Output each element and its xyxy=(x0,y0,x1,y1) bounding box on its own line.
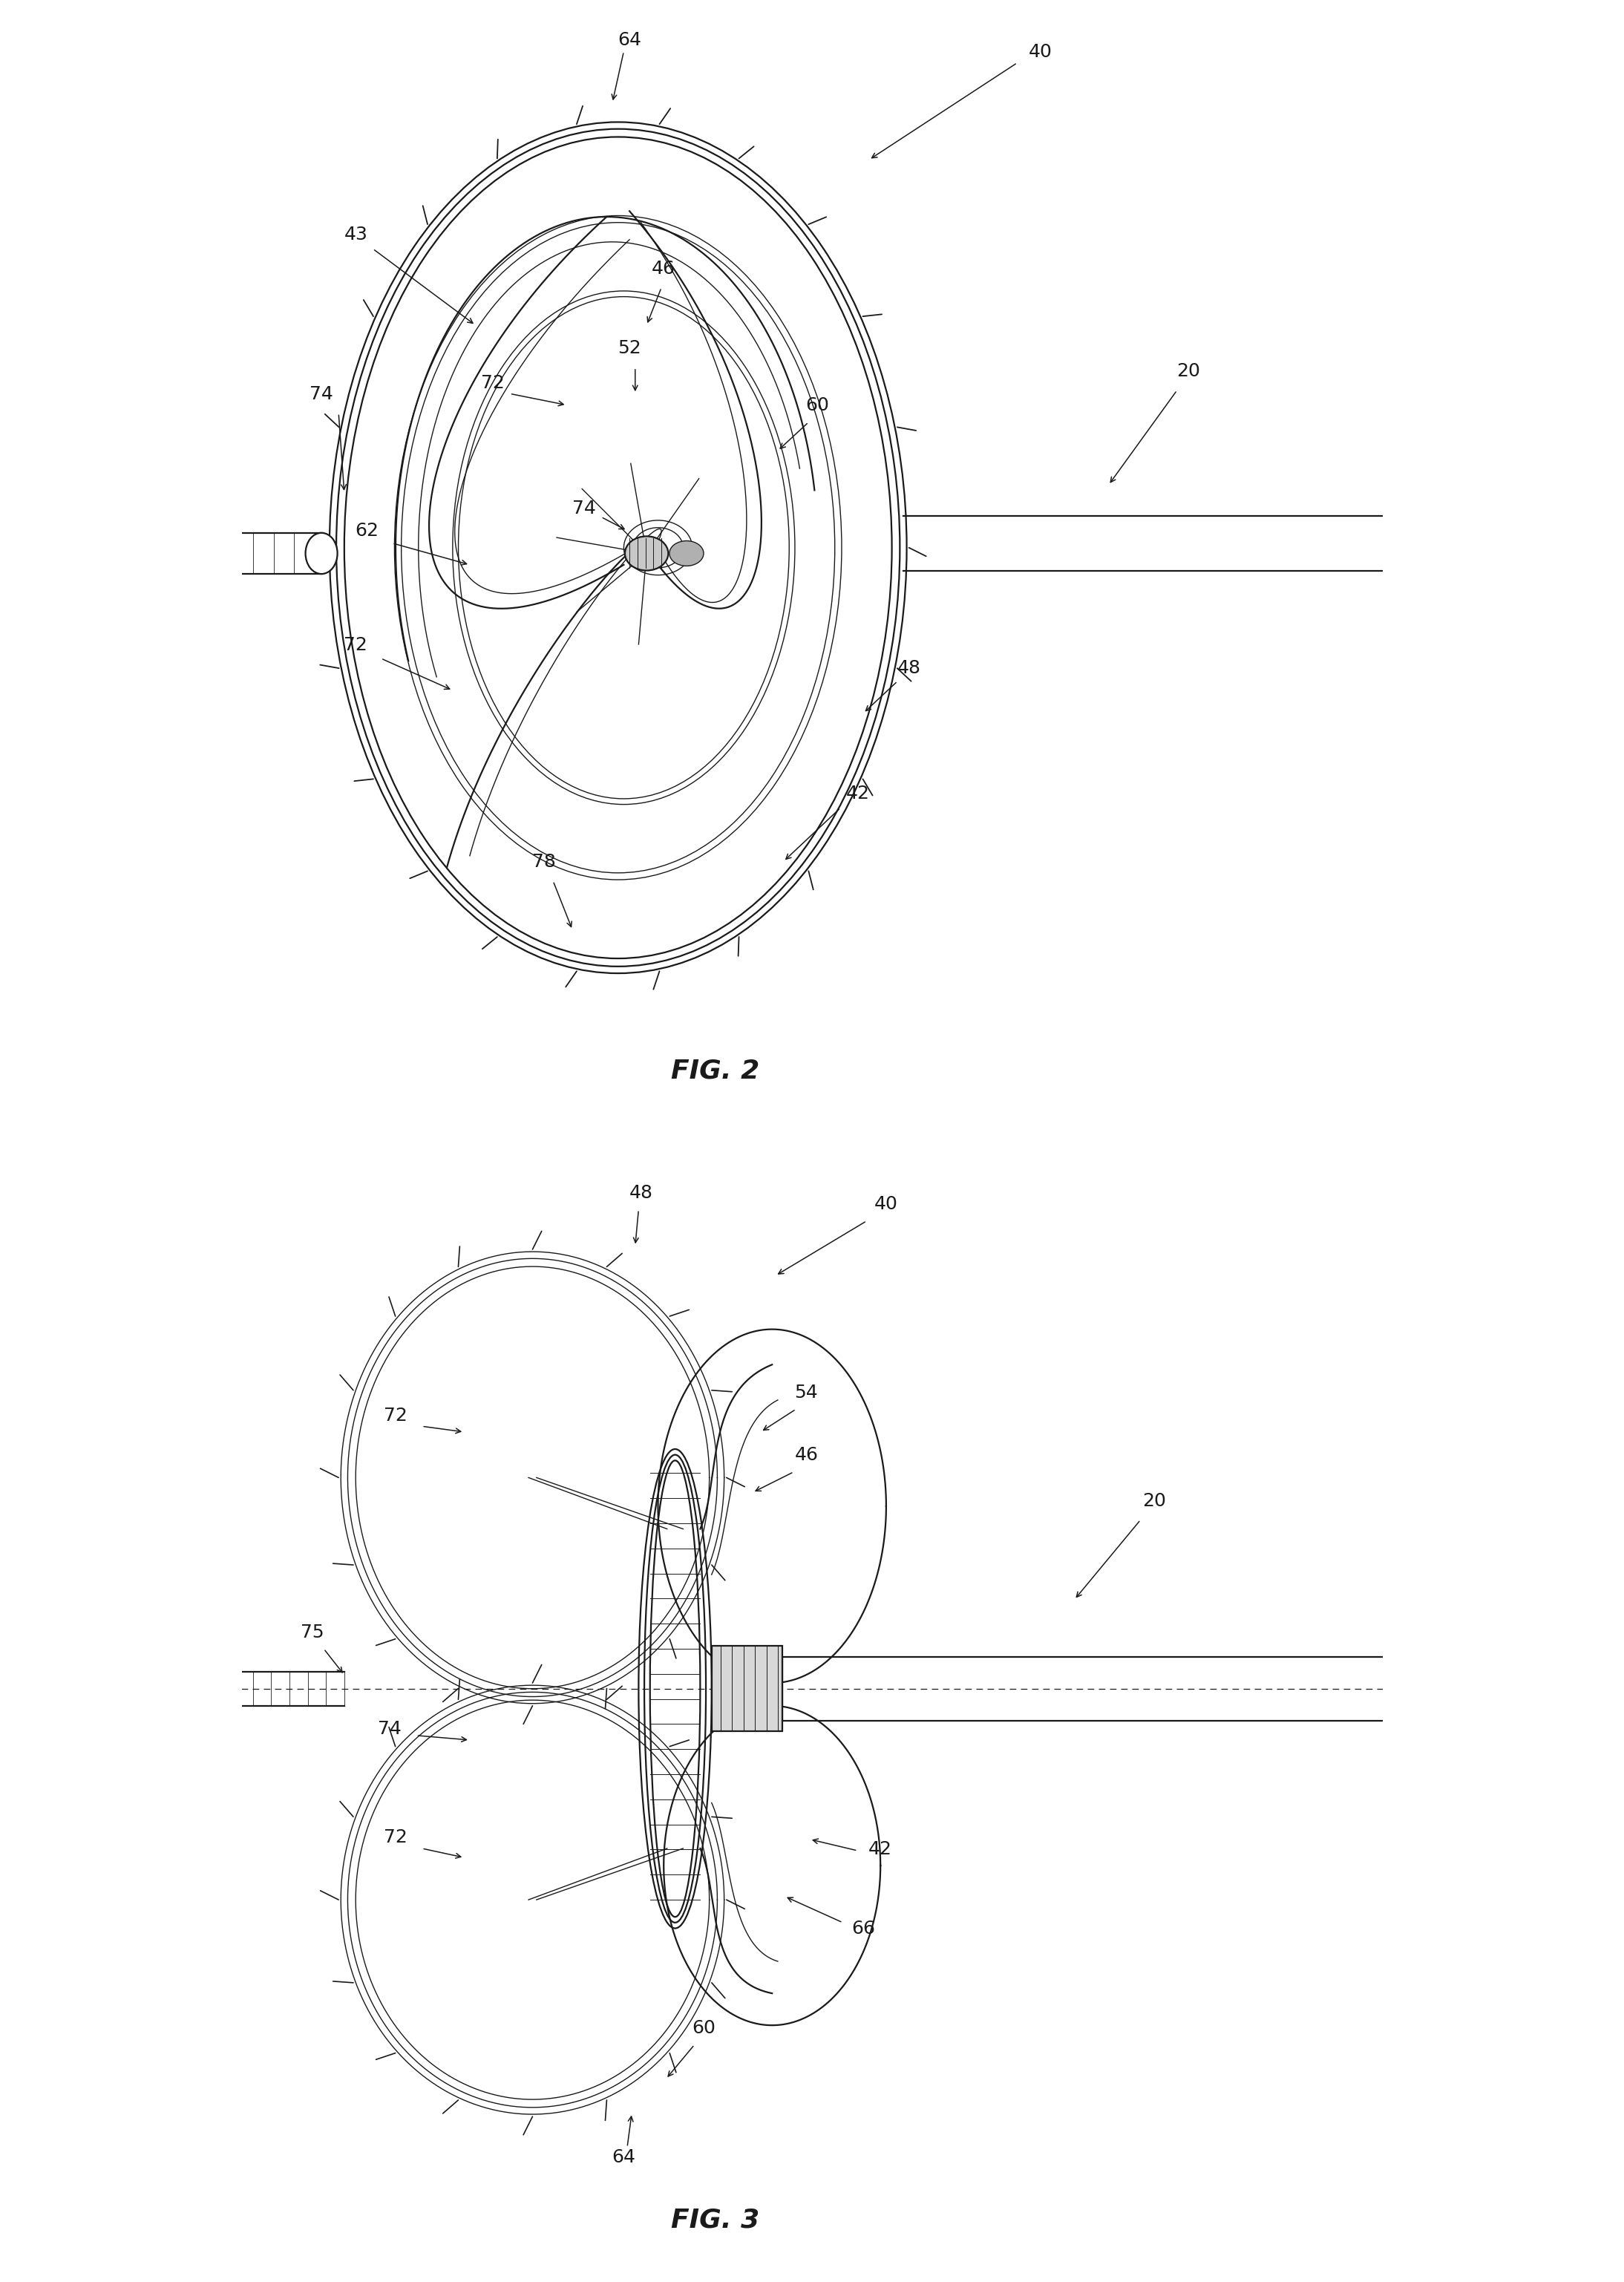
Text: 72: 72 xyxy=(383,1406,408,1424)
Text: FIG. 2: FIG. 2 xyxy=(671,1059,760,1084)
Ellipse shape xyxy=(625,536,667,570)
FancyBboxPatch shape xyxy=(711,1645,783,1732)
Text: 60: 60 xyxy=(806,397,830,415)
Text: 42: 42 xyxy=(869,1839,892,1858)
Text: 20: 20 xyxy=(1142,1492,1166,1511)
Text: 52: 52 xyxy=(617,340,641,358)
Ellipse shape xyxy=(669,541,703,566)
Text: 40: 40 xyxy=(1028,43,1052,62)
Text: 64: 64 xyxy=(612,2147,635,2166)
Text: 72: 72 xyxy=(344,637,367,655)
Text: 40: 40 xyxy=(874,1196,898,1214)
Text: 72: 72 xyxy=(383,1828,408,1846)
Text: 46: 46 xyxy=(651,260,676,278)
Text: 54: 54 xyxy=(794,1383,818,1401)
Text: 74: 74 xyxy=(310,386,333,404)
Text: 43: 43 xyxy=(344,226,367,244)
Text: 66: 66 xyxy=(851,1919,875,1937)
Text: 72: 72 xyxy=(481,374,505,393)
Text: 75: 75 xyxy=(300,1623,325,1641)
Text: 62: 62 xyxy=(356,523,378,541)
Text: 20: 20 xyxy=(1177,363,1200,381)
Text: 42: 42 xyxy=(846,785,869,803)
Ellipse shape xyxy=(305,532,338,573)
Text: 48: 48 xyxy=(896,659,921,678)
Text: FIG. 3: FIG. 3 xyxy=(671,2207,760,2232)
Text: 48: 48 xyxy=(628,1184,653,1203)
Text: 78: 78 xyxy=(533,853,555,872)
Text: 46: 46 xyxy=(794,1447,818,1465)
Text: 64: 64 xyxy=(617,32,641,50)
Text: 74: 74 xyxy=(572,500,596,518)
Text: 60: 60 xyxy=(692,2020,716,2038)
Text: 74: 74 xyxy=(378,1721,401,1739)
